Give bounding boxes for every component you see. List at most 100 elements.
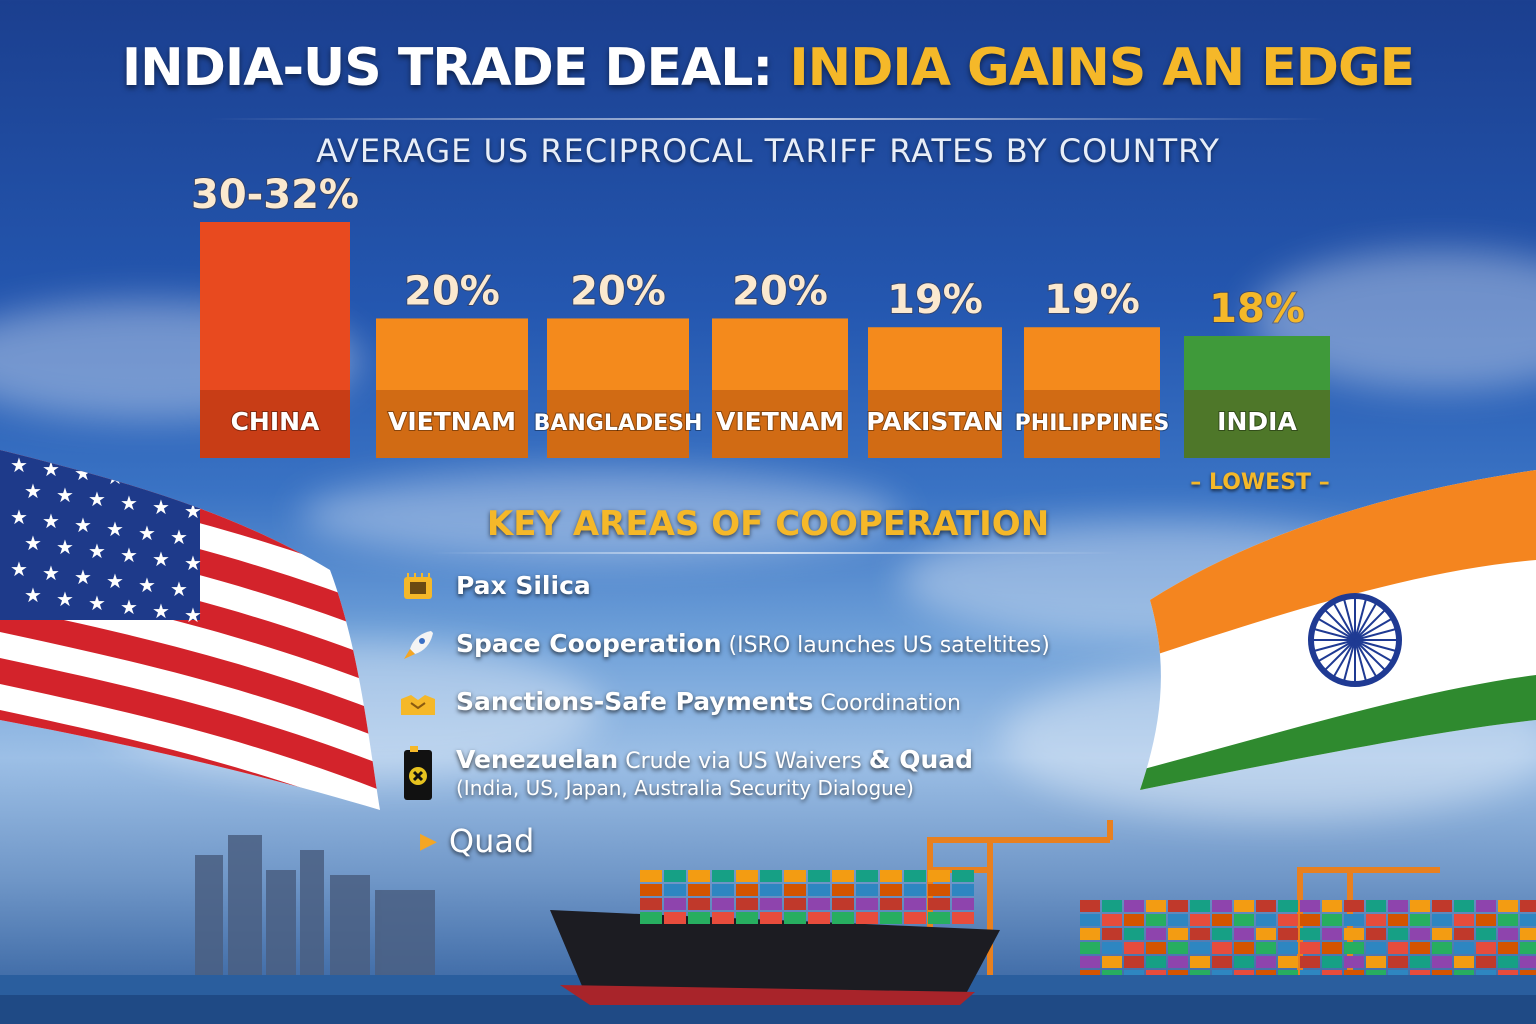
quad-callout: ▶ Quad (420, 822, 534, 860)
coop-item-venezuela: Venezuelan (456, 745, 619, 774)
svg-text:★: ★ (88, 487, 106, 511)
quad-label: Quad (448, 822, 535, 860)
category-label: VIETNAM (388, 407, 516, 436)
value-label: 20% (732, 268, 828, 314)
list-item: Sanctions-Safe Payments Coordination (398, 686, 1138, 722)
coop-item-venezuela-detail: Crude via US Waivers (618, 749, 869, 774)
coop-item-quad-detail: (India, US, Japan, Australia Security Di… (456, 775, 914, 800)
bar-china (200, 222, 350, 458)
svg-text:★: ★ (88, 539, 106, 563)
value-label: 18% (1209, 286, 1305, 332)
chip-icon (398, 570, 438, 606)
svg-text:★: ★ (42, 457, 60, 481)
svg-text:★: ★ (170, 473, 188, 497)
cooperation-list: Pax Silica Space Cooperation (ISRO launc… (398, 570, 1138, 826)
coop-item-quad: & Quad (868, 745, 974, 774)
value-label: 20% (570, 268, 666, 314)
svg-text:★: ★ (120, 595, 138, 619)
value-label: 20% (404, 268, 500, 314)
svg-text:★: ★ (152, 599, 170, 623)
title-part-2: INDIA GAINS AN EDGE (789, 38, 1415, 98)
bar-vietnam (376, 318, 528, 458)
svg-text:★: ★ (170, 525, 188, 549)
category-label: VIETNAM (716, 407, 844, 436)
svg-text:★: ★ (56, 483, 74, 507)
page-title: INDIA-US TRADE DEAL: INDIA GAINS AN EDGE (0, 38, 1536, 98)
india-flag (1140, 470, 1536, 790)
svg-text:★: ★ (138, 469, 156, 493)
bar-group-6: INDIA 18% (1184, 285, 1330, 458)
svg-text:★: ★ (106, 569, 124, 593)
svg-text:★: ★ (10, 453, 28, 477)
bar-group-1: VIETNAM 20% (376, 267, 528, 458)
category-label: CHINA (231, 407, 320, 436)
bar-group-0: CHINA 30-32% (190, 171, 360, 458)
title-part-1: INDIA-US TRADE DEAL: (121, 38, 790, 98)
bar-label-band (200, 390, 350, 458)
bar-india (1184, 336, 1330, 458)
svg-text:★: ★ (88, 591, 106, 615)
bar-label-band (547, 390, 689, 458)
svg-text:★: ★ (74, 565, 92, 589)
triangle-arrow-icon: ▶ (420, 828, 437, 854)
svg-text:★: ★ (120, 491, 138, 515)
svg-text:★: ★ (74, 513, 92, 537)
bar-bangladesh (547, 318, 689, 458)
bar-vietnam (712, 318, 848, 458)
category-label: INDIA (1217, 407, 1297, 436)
svg-text:★: ★ (24, 479, 42, 503)
value-label: 19% (1044, 277, 1140, 323)
svg-text:★: ★ (120, 543, 138, 567)
bar-group-2: BANGLADESH 20% (533, 267, 703, 458)
bar-label-band (1184, 390, 1330, 458)
svg-text:★: ★ (138, 521, 156, 545)
coop-item-payments: Sanctions-Safe Payments (456, 687, 814, 716)
svg-text:★: ★ (56, 587, 74, 611)
coop-item-payments-detail: Coordination (813, 691, 961, 716)
svg-text:★: ★ (42, 509, 60, 533)
category-label: BANGLADESH (534, 411, 703, 436)
value-label: 30-32% (191, 172, 359, 218)
bar-label-band (712, 390, 848, 458)
bar-label-band (376, 390, 528, 458)
bar-pakistan (868, 327, 1002, 458)
bar-philippines (1024, 327, 1160, 458)
category-label: PHILIPPINES (1015, 411, 1170, 436)
svg-text:★: ★ (42, 561, 60, 585)
category-label: PAKISTAN (866, 407, 1003, 436)
svg-text:★: ★ (184, 551, 202, 575)
svg-text:★: ★ (24, 531, 42, 555)
svg-text:★: ★ (24, 583, 42, 607)
us-flag: ★ ★ ★ ★ ★ ★★ ★ ★ ★ ★ ★★ ★ ★ ★ ★ ★★ ★ ★ ★ ★ ★★ ★ ★ ★ ★ ★★ ★ ★ ★ ★ ★ (0, 450, 380, 810)
oil-barrel-icon (398, 744, 438, 804)
bar-group-3: VIETNAM 20% (712, 267, 848, 458)
svg-text:★: ★ (10, 557, 28, 581)
cooperation-divider (430, 552, 1120, 554)
lowest-label: – LOWEST – (1190, 470, 1330, 495)
tariff-bar-chart: CHINA30-32%VIETNAM20%BANGLADESH20%VIETNA… (190, 171, 1330, 458)
value-label: 19% (887, 277, 983, 323)
svg-text:★: ★ (184, 603, 202, 627)
svg-text:★: ★ (138, 573, 156, 597)
svg-text:★: ★ (106, 517, 124, 541)
svg-text:★: ★ (74, 461, 92, 485)
list-item: Venezuelan Crude via US Waivers & Quad (I… (398, 744, 1138, 804)
svg-text:★: ★ (152, 495, 170, 519)
svg-text:★: ★ (56, 535, 74, 559)
handshake-icon (398, 686, 438, 722)
rocket-icon (398, 628, 438, 664)
cooperation-title: KEY AREAS OF COOPERATION (486, 504, 1050, 544)
list-item: Pax Silica (398, 570, 1138, 606)
port-scenery (0, 820, 1536, 1024)
svg-text:★: ★ (10, 505, 28, 529)
coop-item-space-detail: (ISRO launches US sateltites) (721, 633, 1050, 658)
svg-text:★: ★ (152, 547, 170, 571)
title-divider (210, 118, 1326, 120)
svg-text:★: ★ (106, 465, 124, 489)
coop-item-pax-silica: Pax Silica (456, 571, 591, 600)
svg-text:★: ★ (170, 577, 188, 601)
bar-group-4: PAKISTAN 19% (865, 276, 1005, 458)
coop-item-space: Space Cooperation (456, 629, 722, 658)
bar-label-band (1024, 390, 1160, 458)
list-item: Space Cooperation (ISRO launches US sate… (398, 628, 1138, 664)
